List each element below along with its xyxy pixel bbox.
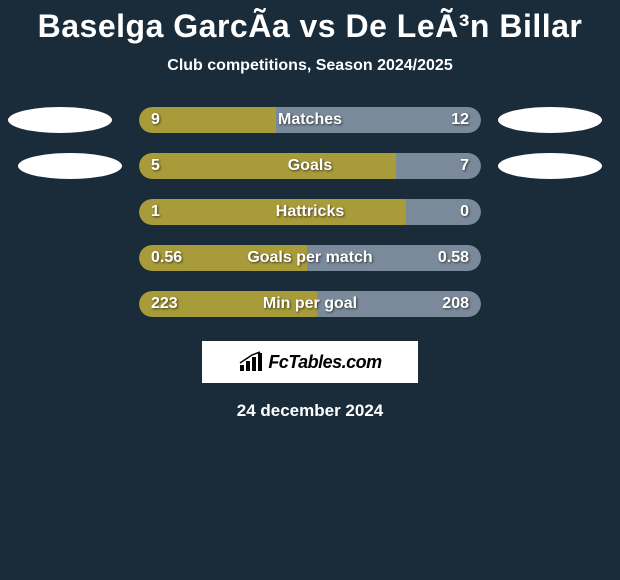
stat-row-matches: 9 12 Matches [0, 107, 620, 133]
left-value: 0.56 [151, 249, 182, 267]
team-marker-left [18, 153, 122, 179]
left-value: 223 [151, 295, 178, 313]
bar-left [139, 199, 406, 225]
left-value: 9 [151, 111, 160, 129]
team-marker-right [498, 153, 602, 179]
left-value: 1 [151, 203, 160, 221]
stat-bar-hattricks: 1 0 Hattricks [139, 199, 481, 225]
stats-container: 9 12 Matches 5 7 Goals 1 0 Hattricks 0.56 0.58 Goal… [0, 107, 620, 317]
page-title: Baselga GarcÃa vs De LeÃ³n Billar [0, 0, 620, 45]
stat-label: Goals [288, 157, 332, 175]
right-value: 0.58 [438, 249, 469, 267]
brand-logo: FcTables.com [202, 341, 418, 383]
subtitle: Club competitions, Season 2024/2025 [0, 57, 620, 75]
footer-date: 24 december 2024 [0, 401, 620, 421]
chart-icon [238, 351, 264, 373]
stat-row-gpm: 0.56 0.58 Goals per match [0, 245, 620, 271]
right-value: 12 [451, 111, 469, 129]
stat-row-goals: 5 7 Goals [0, 153, 620, 179]
stat-label: Min per goal [263, 295, 357, 313]
right-value: 208 [442, 295, 469, 313]
stat-row-hattricks: 1 0 Hattricks [0, 199, 620, 225]
bar-right [406, 199, 481, 225]
right-value: 0 [460, 203, 469, 221]
stat-label: Hattricks [276, 203, 344, 221]
bar-left [139, 153, 396, 179]
brand-text: FcTables.com [268, 352, 381, 373]
team-marker-left [8, 107, 112, 133]
stat-bar-goals: 5 7 Goals [139, 153, 481, 179]
stat-bar-matches: 9 12 Matches [139, 107, 481, 133]
stat-label: Goals per match [247, 249, 372, 267]
stat-label: Matches [278, 111, 342, 129]
stat-bar-mpg: 223 208 Min per goal [139, 291, 481, 317]
stat-bar-gpm: 0.56 0.58 Goals per match [139, 245, 481, 271]
right-value: 7 [460, 157, 469, 175]
left-value: 5 [151, 157, 160, 175]
stat-row-mpg: 223 208 Min per goal [0, 291, 620, 317]
team-marker-right [498, 107, 602, 133]
